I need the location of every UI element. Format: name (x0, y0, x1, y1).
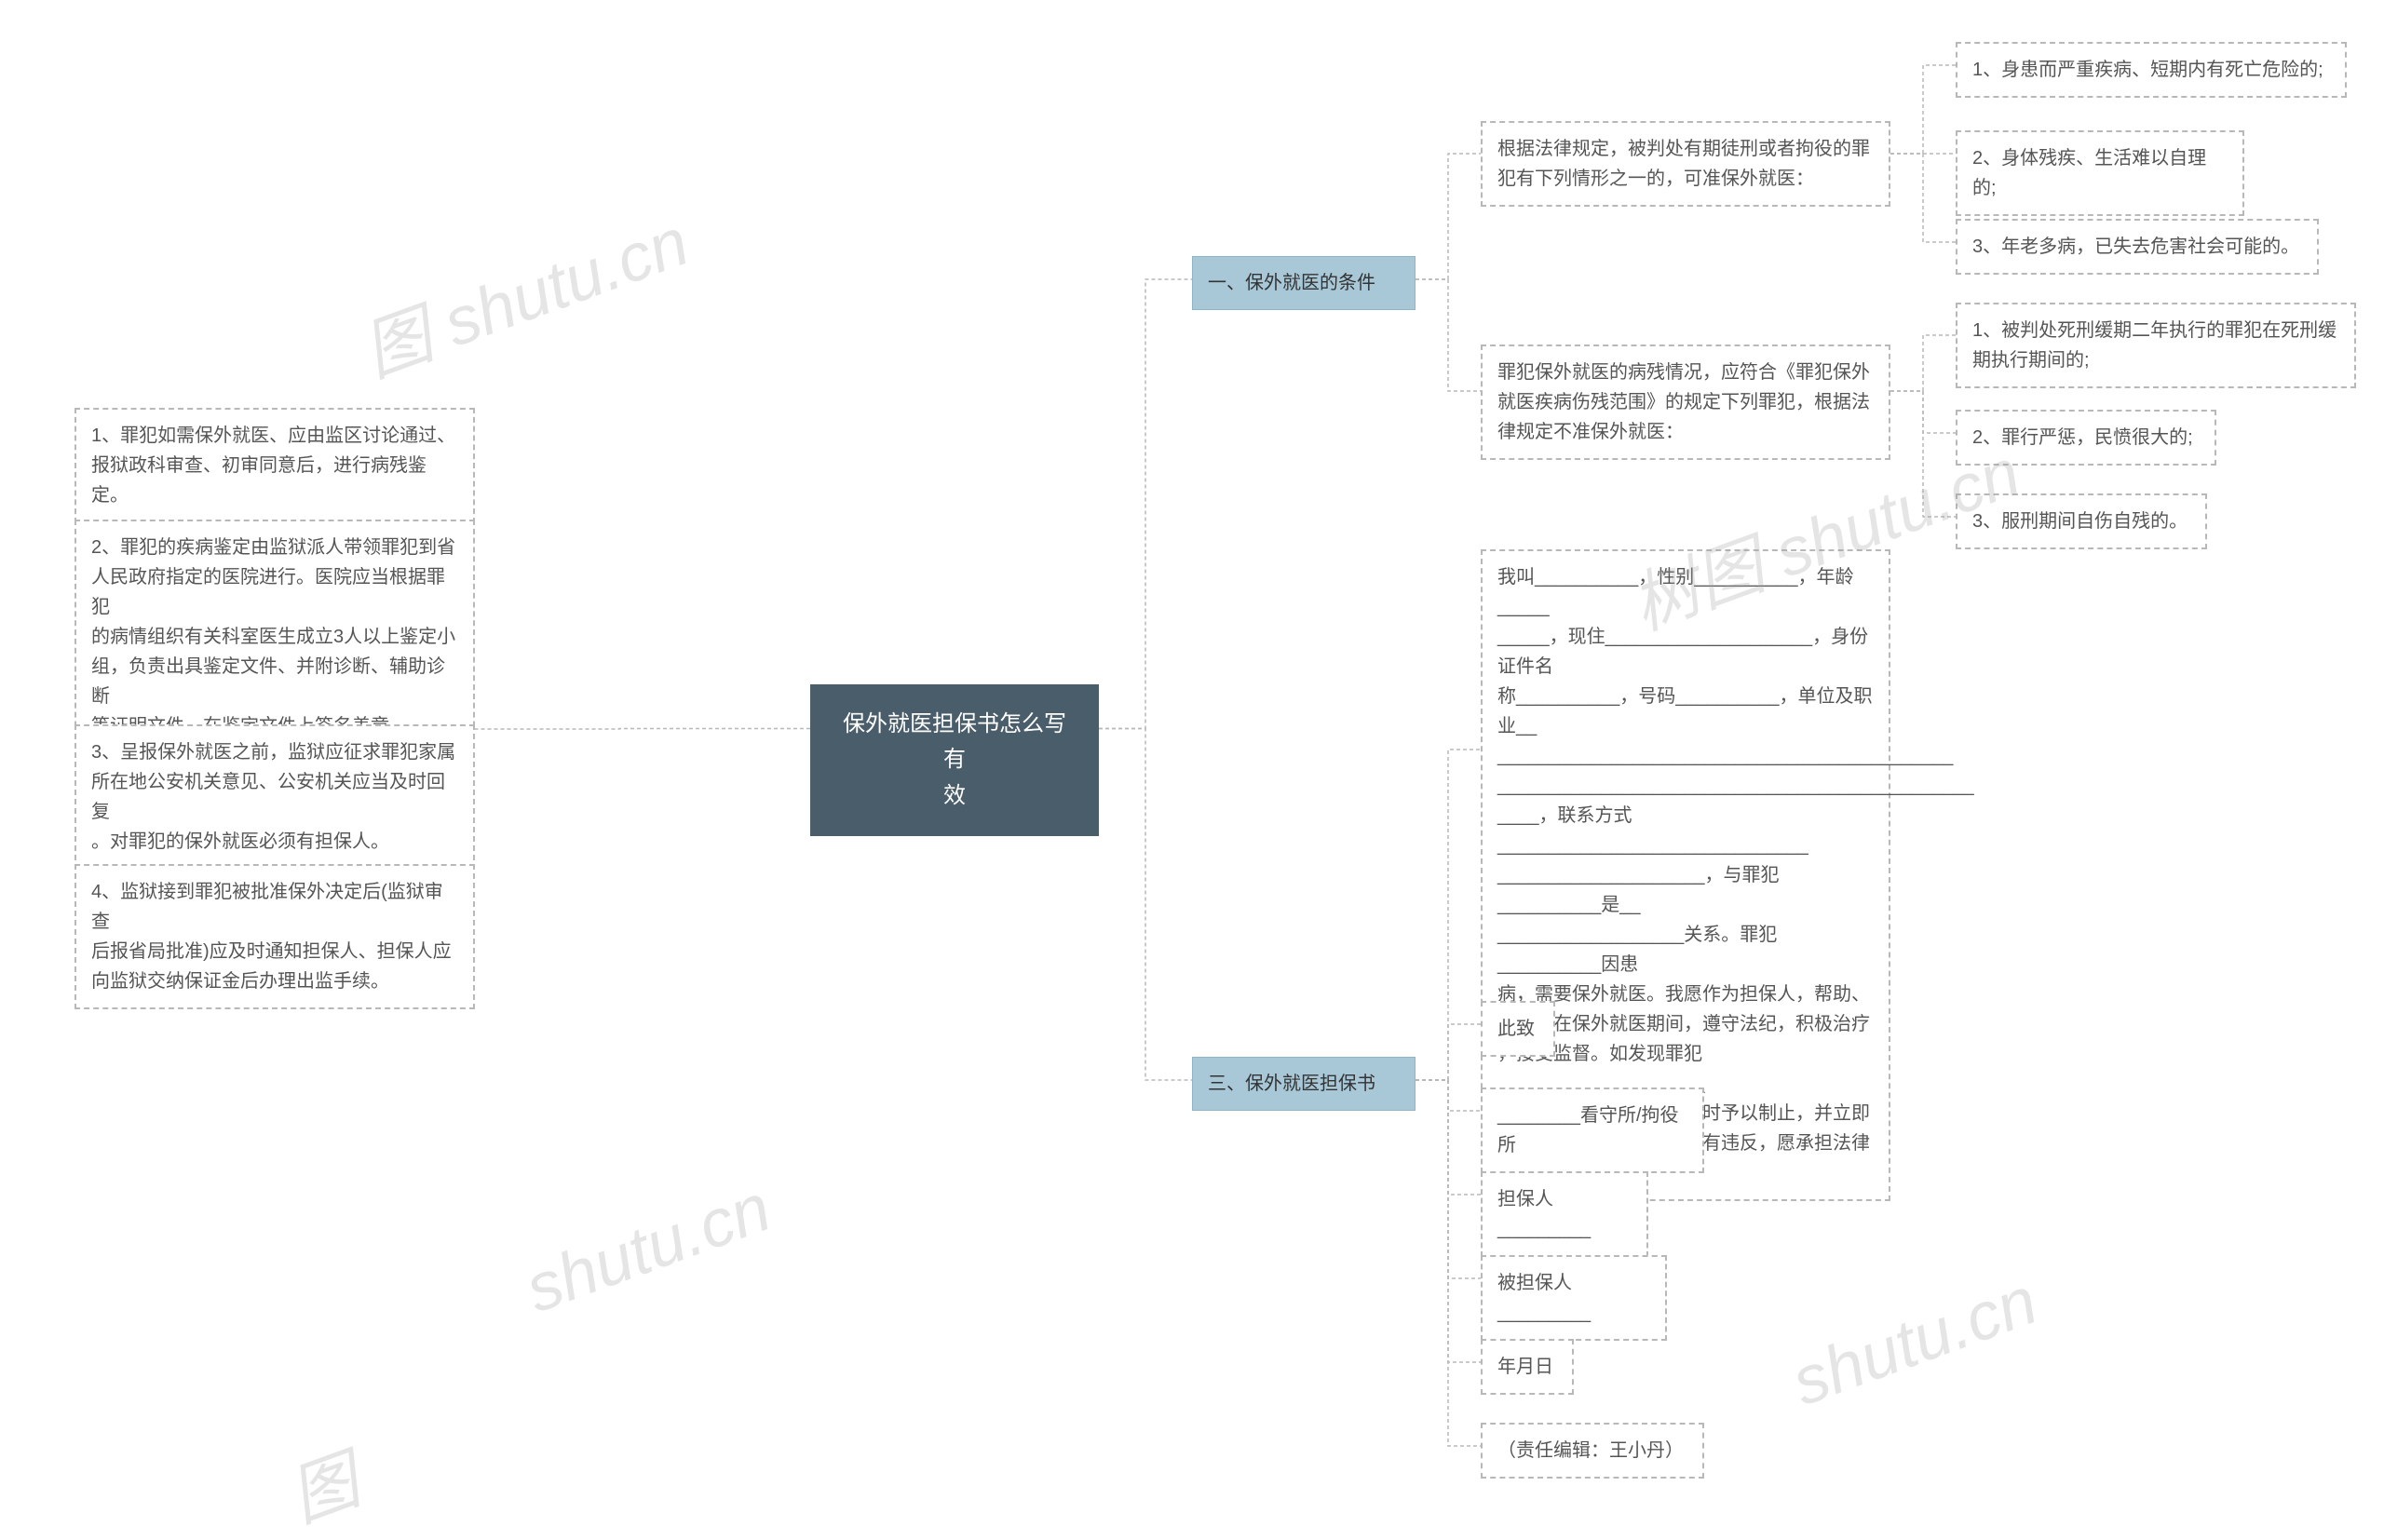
connector (1099, 729, 1192, 1081)
leaf-node-b2_1: 1、罪犯如需保外就医、应由监区讨论通过、 报狱政科审查、初审同意后，进行病残鉴定… (74, 408, 475, 523)
leaf-node-b3_3: ________看守所/拘役所 (1481, 1087, 1704, 1173)
connector (1416, 154, 1481, 279)
connector (1416, 1080, 1481, 1362)
connector (1890, 391, 1956, 433)
watermark: 图 shutu.cn (347, 187, 699, 395)
leaf-node-b1_1_3: 3、年老多病，已失去危害社会可能的。 (1956, 219, 2319, 275)
branch-node-b1[interactable]: 一、保外就医的条件 (1192, 256, 1416, 310)
connector (1890, 65, 1956, 154)
root-node[interactable]: 保外就医担保书怎么写有 效 (810, 684, 1099, 836)
connector (1416, 279, 1481, 391)
watermark: shutu.cn (1782, 1263, 2047, 1421)
leaf-node-b1_1: 根据法律规定，被判处有期徒刑或者拘役的罪 犯有下列情形之一的，可准保外就医： (1481, 121, 1890, 207)
connector (1416, 1080, 1481, 1111)
leaf-node-b2_3: 3、呈报保外就医之前，监狱应征求罪犯家属 所在地公安机关意见、公安机关应当及时回… (74, 724, 475, 870)
connector (1099, 279, 1192, 729)
watermark: 图 (274, 1425, 371, 1540)
connector (1890, 154, 1956, 242)
leaf-node-b1_2: 罪犯保外就医的病残情况，应符合《罪犯保外 就医疾病伤残范围》的规定下列罪犯，根据… (1481, 344, 1890, 460)
leaf-node-b3_7: （责任编辑：王小丹） (1481, 1423, 1704, 1479)
connector (1890, 335, 1956, 391)
connector (1890, 391, 1956, 517)
connector (1416, 1080, 1481, 1446)
leaf-node-b3_4: 担保人_________ (1481, 1171, 1648, 1257)
leaf-node-b1_2_3: 3、服刑期间自伤自残的。 (1956, 493, 2207, 549)
leaf-node-b3_5: 被担保人_________ (1481, 1255, 1667, 1341)
connector (1416, 1080, 1481, 1195)
leaf-node-b1_2_2: 2、罪行严惩，民愤很大的; (1956, 410, 2216, 466)
connector (1416, 1080, 1481, 1278)
leaf-node-b2_2: 2、罪犯的疾病鉴定由监狱派人带领罪犯到省 人民政府指定的医院进行。医院应当根据罪… (74, 520, 475, 754)
leaf-node-b1_1_2: 2、身体残疾、生活难以自理的; (1956, 130, 2244, 216)
leaf-node-b3_2: 此致 (1481, 1001, 1555, 1057)
branch-node-b3[interactable]: 三、保外就医担保书 (1192, 1057, 1416, 1111)
leaf-node-b2_4: 4、监狱接到罪犯被批准保外决定后(监狱审查 后报省局批准)应及时通知担保人、担保… (74, 864, 475, 1009)
leaf-node-b3_6: 年月日 (1481, 1339, 1574, 1395)
leaf-node-b1_2_1: 1、被判处死刑缓期二年执行的罪犯在死刑缓 期执行期间的; (1956, 303, 2356, 388)
connector (1416, 1024, 1481, 1080)
connector (1416, 750, 1481, 1080)
leaf-node-b1_1_1: 1、身患而严重疾病、短期内有死亡危险的; (1956, 42, 2347, 98)
connector (428, 729, 810, 730)
watermark: shutu.cn (516, 1169, 780, 1328)
